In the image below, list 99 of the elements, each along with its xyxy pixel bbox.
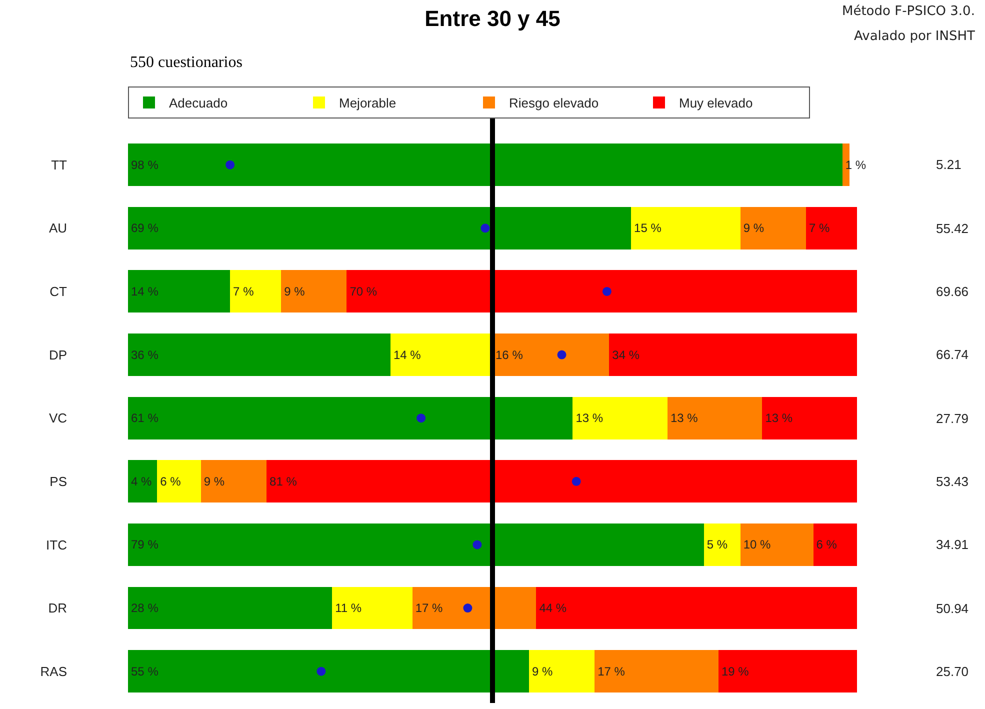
bar [813,524,857,566]
point [557,350,566,360]
bar [704,524,740,566]
bar [346,270,857,313]
bar [128,270,230,313]
bar [266,460,857,503]
data-label: 11 % [335,601,362,616]
text: Avalado por INSHT [854,29,975,44]
y-tick-label: PS [50,474,68,489]
text: 66.74 [936,347,969,362]
text: 27.79 [936,411,969,426]
data-label: 79 % [131,538,159,552]
data-label: 36 % [131,348,159,362]
data-label: 10 % [743,538,772,552]
y-tick-label: AU [48,220,67,236]
point [463,604,472,613]
data-label: 14 % [131,284,159,298]
bar [572,396,668,440]
data-label: 9 % [743,221,764,236]
data-label: 15 % [634,221,662,236]
bar [332,586,412,630]
point [472,540,482,550]
text: 53.43 [936,474,969,489]
text: Método F-PSICO 3.0. [842,4,975,19]
point [602,286,612,296]
data-label: 34 % [612,348,640,362]
text: 55.42 [936,221,969,236]
data-label: 44 % [539,601,567,616]
point [480,224,490,233]
data-label: 7 % [808,221,830,236]
bar [128,586,332,630]
data-label: 9 % [204,474,225,488]
text: 25.70 [936,664,969,679]
data-label: 6 % [816,538,838,552]
data-label: 13 % [670,411,698,426]
legend-label: Adecuado [169,96,228,111]
data-label: 19 % [721,664,750,678]
bar [718,650,857,693]
bar [128,650,529,693]
bar [128,206,632,250]
data-label: 13 % [765,411,793,426]
bar [609,334,857,376]
point [416,414,426,423]
bar [667,396,762,440]
legend-label: Muy elevado [679,96,753,111]
y-tick-label: TT [51,157,68,172]
chart-title: Entre 30 y 45 [424,6,560,32]
chart-subtitle: 550 cuestionarios [130,54,242,71]
bar [631,206,740,250]
y-tick-label: VC [48,410,67,426]
data-label: 70 % [350,284,378,298]
data-label: 9 % [532,664,553,678]
legend-label: Mejorable [339,96,396,111]
y-tick-label: DP [48,347,67,362]
point [316,666,326,676]
bar [412,586,536,630]
data-label: 14 % [393,348,422,362]
bar [128,144,842,186]
y-tick-label: ITC [46,537,67,552]
data-label: 5 % [706,538,728,552]
data-label: 17 % [598,664,626,678]
data-label: 17 % [415,601,443,616]
bar [536,586,857,630]
point [226,160,235,170]
data-label: 55 % [131,664,159,678]
text: 5.21 [936,157,962,172]
text: 50.94 [936,601,969,616]
y-tick-label: DR [48,600,67,616]
bar [528,650,595,693]
data-label: 4 % [131,474,152,488]
bar [740,524,814,566]
data-label: 98 % [131,158,159,172]
point [572,476,581,486]
data-label: 9 % [284,284,306,298]
data-label: 13 % [576,411,604,426]
data-label: 61 % [131,411,159,426]
data-label: 7 % [233,284,254,298]
bar [281,270,347,313]
data-label: 16 % [496,348,524,362]
text: 69.66 [936,284,969,299]
data-label: 6 % [160,474,182,488]
bar [128,396,573,440]
data-label: 28 % [131,601,159,616]
bar [128,334,390,376]
legend-label: Riesgo elevado [509,96,599,111]
y-tick-label: RAS [40,664,68,679]
bar [230,270,282,313]
bar [594,650,718,693]
bar [200,460,267,503]
bar [128,524,704,566]
data-label: 69 % [131,221,159,236]
bar [157,460,201,503]
data-label: 81 % [270,474,298,488]
text: 34.91 [936,537,969,552]
bar [806,206,857,250]
bar [128,460,158,503]
bar [740,206,806,250]
y-tick-label: CT [50,284,68,299]
bar [762,396,857,440]
